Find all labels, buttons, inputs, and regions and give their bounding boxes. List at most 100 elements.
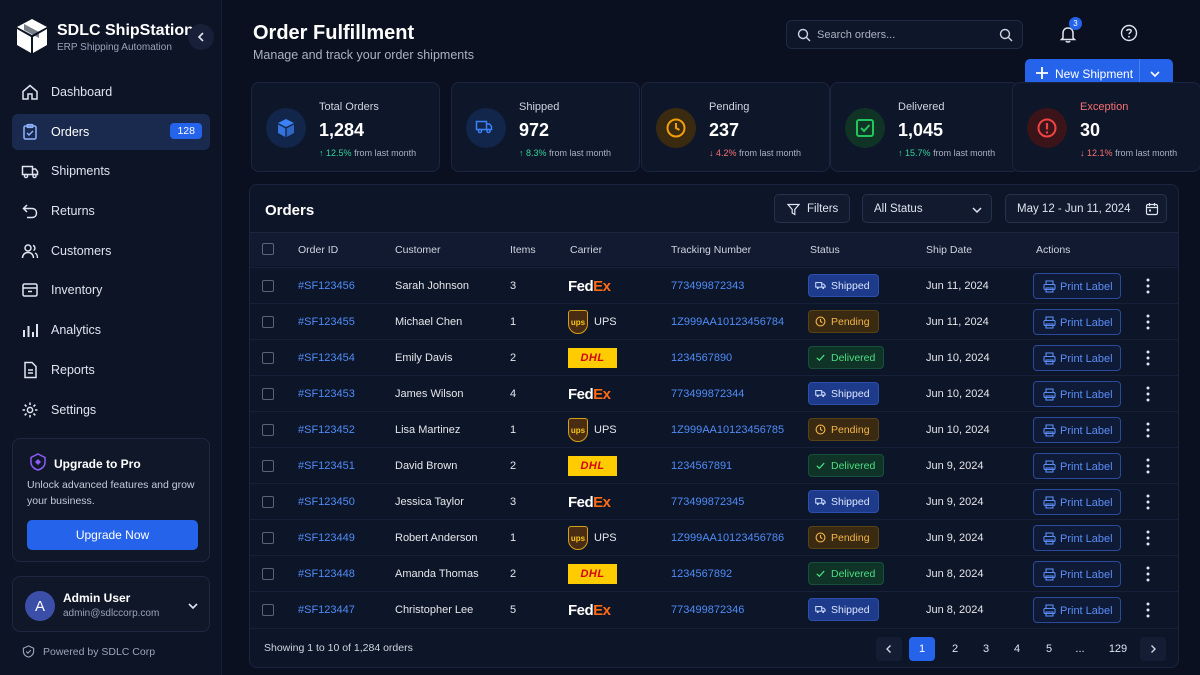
user-menu[interactable]: A Admin User admin@sdlccorp.com xyxy=(12,576,210,632)
sidebar-item-analytics[interactable]: Analytics xyxy=(12,312,210,348)
sidebar-item-reports[interactable]: Reports xyxy=(12,352,210,388)
table-row[interactable]: #SF123452 Lisa Martinez 1 ups UPS 1Z999AA… xyxy=(250,411,1178,447)
chevron-down-icon[interactable] xyxy=(1149,68,1161,80)
row-checkbox[interactable] xyxy=(262,568,274,580)
row-checkbox[interactable] xyxy=(262,424,274,436)
customer-name: Amanda Thomas xyxy=(395,568,479,580)
sidebar-item-shipments[interactable]: Shipments xyxy=(12,153,210,189)
order-id-link[interactable]: #SF123448 xyxy=(298,568,355,580)
delta-down-icon: ↓ xyxy=(709,148,717,158)
row-checkbox[interactable] xyxy=(262,460,274,472)
more-options-icon[interactable] xyxy=(1146,278,1150,294)
upgrade-now-button[interactable]: Upgrade Now xyxy=(27,520,198,550)
row-checkbox[interactable] xyxy=(262,496,274,508)
print-label-button[interactable]: Print Label xyxy=(1033,453,1121,479)
order-id-link[interactable]: #SF123454 xyxy=(298,352,355,364)
sidebar-item-settings[interactable]: Settings xyxy=(12,392,210,428)
order-id-link[interactable]: #SF123449 xyxy=(298,532,355,544)
sidebar-item-returns[interactable]: Returns xyxy=(12,193,210,229)
page-button-1[interactable]: 1 xyxy=(909,637,935,661)
more-options-icon[interactable] xyxy=(1146,386,1150,402)
tracking-number-link[interactable]: 773499872343 xyxy=(671,280,745,292)
order-id-link[interactable]: #SF123453 xyxy=(298,388,355,400)
order-id-link[interactable]: #SF123450 xyxy=(298,496,355,508)
column-header-customer[interactable]: Customer xyxy=(395,244,441,256)
row-checkbox[interactable] xyxy=(262,604,274,616)
order-id-link[interactable]: #SF123455 xyxy=(298,316,355,328)
column-header-status[interactable]: Status xyxy=(810,244,840,256)
order-id-link[interactable]: #SF123456 xyxy=(298,280,355,292)
print-label-button[interactable]: Print Label xyxy=(1033,561,1121,587)
tracking-number-link[interactable]: 1234567892 xyxy=(671,568,733,580)
print-label-button[interactable]: Print Label xyxy=(1033,345,1121,371)
more-options-icon[interactable] xyxy=(1146,314,1150,330)
column-header-actions[interactable]: Actions xyxy=(1036,244,1071,256)
tracking-number-link[interactable]: 1234567890 xyxy=(671,352,733,364)
column-header-tracking-number[interactable]: Tracking Number xyxy=(671,244,752,256)
row-checkbox[interactable] xyxy=(262,280,274,292)
page-button-3[interactable]: 3 xyxy=(982,643,990,655)
more-options-icon[interactable] xyxy=(1146,566,1150,582)
page-button-2[interactable]: 2 xyxy=(951,643,959,655)
more-options-icon[interactable] xyxy=(1146,350,1150,366)
sidebar-item-customers[interactable]: Customers xyxy=(12,233,210,269)
print-label-button[interactable]: Print Label xyxy=(1033,417,1121,443)
tracking-number-link[interactable]: 1Z999AA10123456784 xyxy=(671,316,785,328)
page-button-4[interactable]: 4 xyxy=(1013,643,1021,655)
table-row[interactable]: #SF123456 Sarah Johnson 3 FedEx 77349987… xyxy=(250,267,1178,303)
print-label-button[interactable]: Print Label xyxy=(1033,381,1121,407)
more-options-icon[interactable] xyxy=(1146,530,1150,546)
row-checkbox[interactable] xyxy=(262,316,274,328)
date-range-picker[interactable]: May 12 - Jun 11, 2024 xyxy=(1005,194,1167,223)
select-all-checkbox[interactable] xyxy=(262,243,274,255)
table-row[interactable]: #SF123450 Jessica Taylor 3 FedEx 7734998… xyxy=(250,483,1178,519)
page-button-5[interactable]: 5 xyxy=(1045,643,1053,655)
order-id-link[interactable]: #SF123452 xyxy=(298,424,355,436)
sidebar-item-dashboard[interactable]: Dashboard xyxy=(12,74,210,110)
table-row[interactable]: #SF123449 Robert Anderson 1 ups UPS 1Z999… xyxy=(250,519,1178,555)
table-row[interactable]: #SF123453 James Wilson 4 FedEx 773499872… xyxy=(250,375,1178,411)
tracking-number-link[interactable]: 1Z999AA10123456786 xyxy=(671,532,785,544)
print-label-button[interactable]: Print Label xyxy=(1033,273,1121,299)
row-checkbox[interactable] xyxy=(262,352,274,364)
print-label-button[interactable]: Print Label xyxy=(1033,309,1121,335)
tracking-number-link[interactable]: 773499872344 xyxy=(671,388,745,400)
tracking-number-link[interactable]: 773499872346 xyxy=(671,604,745,616)
print-label-button[interactable]: Print Label xyxy=(1033,489,1121,515)
table-row[interactable]: #SF123447 Christopher Lee 5 FedEx 773499… xyxy=(250,591,1178,627)
search-submit-icon[interactable] xyxy=(999,28,1013,42)
prev-page-button[interactable] xyxy=(876,637,902,661)
order-id-link[interactable]: #SF123451 xyxy=(298,460,355,472)
more-options-icon[interactable] xyxy=(1146,458,1150,474)
column-header-carrier[interactable]: Carrier xyxy=(570,244,603,256)
collapse-sidebar-button[interactable] xyxy=(188,24,214,50)
more-options-icon[interactable] xyxy=(1146,494,1150,510)
table-row[interactable]: #SF123455 Michael Chen 1 ups UPS 1Z999AA1… xyxy=(250,303,1178,339)
bell-icon[interactable] xyxy=(1058,24,1078,44)
search-input[interactable] xyxy=(817,25,987,45)
row-checkbox[interactable] xyxy=(262,388,274,400)
row-checkbox[interactable] xyxy=(262,532,274,544)
page-button-129[interactable]: 129 xyxy=(1108,643,1128,655)
help-icon[interactable] xyxy=(1120,24,1138,42)
print-label-button[interactable]: Print Label xyxy=(1033,597,1121,623)
table-row[interactable]: #SF123454 Emily Davis 2 DHL 1234567890 D… xyxy=(250,339,1178,375)
table-row[interactable]: #SF123451 David Brown 2 DHL 1234567891 D… xyxy=(250,447,1178,483)
column-header-ship-date[interactable]: Ship Date xyxy=(926,244,973,256)
more-options-icon[interactable] xyxy=(1146,422,1150,438)
sidebar-item-inventory[interactable]: Inventory xyxy=(12,272,210,308)
table-row[interactable]: #SF123448 Amanda Thomas 2 DHL 1234567892… xyxy=(250,555,1178,591)
sidebar-item-orders[interactable]: Orders 128 xyxy=(12,113,210,150)
status-select[interactable]: All Status xyxy=(862,194,992,223)
column-header-items[interactable]: Items xyxy=(510,244,536,256)
filters-button[interactable]: Filters xyxy=(774,194,850,223)
more-options-icon[interactable] xyxy=(1146,602,1150,618)
column-header-order-id[interactable]: Order ID xyxy=(298,244,339,256)
order-id-link[interactable]: #SF123447 xyxy=(298,604,355,616)
tracking-number-link[interactable]: 773499872345 xyxy=(671,496,745,508)
print-label-button[interactable]: Print Label xyxy=(1033,525,1121,551)
next-page-button[interactable] xyxy=(1140,637,1166,661)
tracking-number-link[interactable]: 1234567891 xyxy=(671,460,733,472)
tracking-number-link[interactable]: 1Z999AA10123456785 xyxy=(671,424,785,436)
powered-by-text: Powered by SDLC Corp xyxy=(43,645,156,658)
